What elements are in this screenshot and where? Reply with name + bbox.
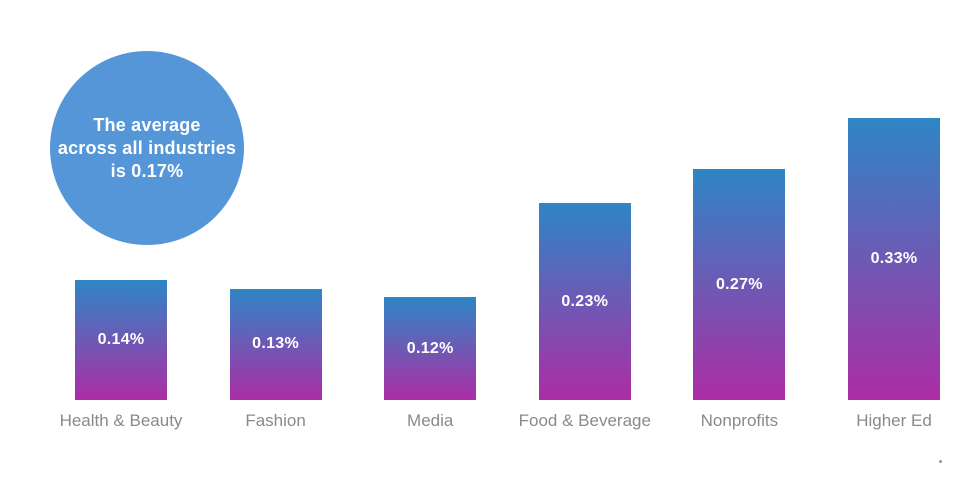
category-label: Fashion [245, 411, 306, 430]
bar-value-label: 0.33% [870, 249, 918, 267]
stray-dot [939, 460, 942, 463]
bar-food-beverage: 0.23% [538, 203, 631, 400]
bar-health-beauty: 0.14% [75, 280, 167, 400]
average-annotation-text: The average across all industries is 0.1… [58, 114, 236, 183]
bar-value-label: 0.13% [252, 335, 300, 353]
category-label: Media [407, 411, 454, 430]
annotation-line-3: is 0.17% [110, 160, 184, 181]
bar-value-label: 0.23% [561, 292, 609, 310]
bar-fashion: 0.13% [229, 288, 322, 400]
category-label: Food & Beverage [518, 411, 651, 430]
bar-media: 0.12% [384, 297, 477, 400]
category-label: Nonprofits [700, 411, 779, 430]
annotation-line-1: The average [93, 114, 201, 135]
bar-value-label: 0.14% [97, 331, 145, 349]
bar-higher-ed: 0.33% [848, 117, 940, 400]
category-label: Higher Ed [856, 411, 932, 430]
bar-value-label: 0.12% [406, 339, 454, 357]
bar-value-label: 0.27% [715, 275, 763, 293]
category-label: Health & Beauty [59, 411, 183, 430]
bar-nonprofits: 0.27% [693, 169, 786, 400]
average-annotation-circle: The average across all industries is 0.1… [50, 51, 244, 245]
annotation-line-2: across all industries [57, 137, 237, 158]
